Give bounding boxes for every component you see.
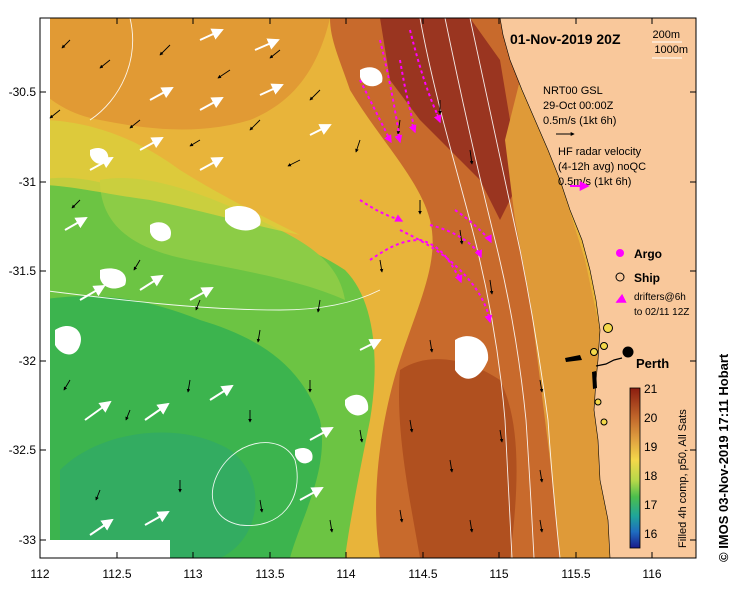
plot-frame	[39, 17, 697, 559]
model-name: NRT00 GSL	[543, 85, 603, 97]
y-tick: -32.5	[9, 443, 37, 457]
colorbar-tick: 21	[644, 382, 658, 396]
x-tick: 114	[336, 567, 355, 581]
map-title: 01-Nov-2019 20Z	[510, 31, 621, 47]
colorbar-tick: 16	[644, 527, 658, 541]
y-tick: -33	[19, 533, 37, 547]
y-axis	[40, 91, 696, 541]
x-tick: 115.5	[561, 567, 590, 581]
land	[499, 18, 696, 558]
x-tick: 114.5	[408, 567, 437, 581]
y-tick: -31	[19, 175, 37, 189]
perth-marker	[622, 346, 634, 358]
drifter-label: drifters@6h	[634, 292, 686, 303]
model-scale: 0.5m/s (1kt 6h)	[543, 115, 616, 127]
x-tick: 116	[642, 567, 661, 581]
radar-scale: 0.5m/s (1kt 6h)	[558, 176, 631, 188]
colorbar: 21 20 19 18 17 16 Filled 4h comp, p50, A…	[629, 382, 689, 549]
credit: © IMOS 03-Nov-2019 17:11 Hobart	[716, 353, 731, 562]
x-tick: 113	[183, 567, 202, 581]
argo-label: Argo	[634, 247, 662, 261]
isobath-200: 200m	[652, 29, 680, 41]
x-tick: 112	[30, 567, 49, 581]
colorbar-tick: 18	[644, 469, 658, 483]
city-label: Perth	[636, 356, 669, 371]
colorbar-tick: 20	[644, 411, 658, 425]
colorbar-tick: 17	[644, 498, 658, 512]
drifter-symbol	[615, 293, 627, 303]
drifter-time: to 02/11 12Z	[634, 307, 689, 318]
y-tick: -32	[19, 354, 37, 368]
hf-radar-arrows	[64, 28, 382, 536]
y-tick-labels: -30.5 -31 -31.5 -32 -32.5 -33	[9, 85, 37, 547]
isobaths	[40, 18, 561, 558]
model-current-arrows	[49, 39, 544, 533]
garden-island	[592, 371, 597, 389]
cloud-gaps	[40, 18, 489, 558]
radar-name: HF radar velocity	[558, 146, 642, 158]
ship-markers	[590, 323, 613, 426]
x-tick: 113.5	[255, 567, 284, 581]
colorbar-gradient	[629, 387, 641, 549]
swan-river	[595, 357, 623, 367]
rottnest-island	[565, 355, 582, 362]
x-tick: 115	[489, 567, 508, 581]
symbol-legend: Argo Ship drifters@6h to 02/11 12Z	[615, 247, 689, 318]
isobath-legend: 200m 1000m	[652, 29, 688, 59]
plot-area	[40, 18, 696, 558]
drifter-heads	[384, 113, 493, 324]
x-axis	[39, 18, 653, 558]
warm-south	[399, 359, 517, 558]
leeuwin-core	[380, 18, 520, 220]
transition-band	[40, 120, 300, 235]
ship-symbol	[615, 272, 625, 282]
ship-label: Ship	[634, 271, 660, 285]
cool-upper	[100, 178, 345, 300]
model-date: 29-Oct 00:00Z	[543, 100, 614, 112]
colorbar-tick: 19	[644, 440, 658, 454]
cool-eddy	[60, 432, 256, 558]
radar-legend: HF radar velocity (4-12h avg) noQC 0.5m/…	[558, 146, 646, 191]
shelf-water	[505, 80, 612, 558]
x-tick-labels: 112 112.5 113 113.5 114 114.5 115 115.5 …	[30, 567, 661, 581]
y-tick: -30.5	[9, 85, 37, 99]
warm-northwest	[40, 18, 330, 130]
argo-symbol	[616, 249, 624, 257]
isobath-1000: 1000m	[654, 44, 688, 56]
x-tick: 112.5	[102, 567, 131, 581]
radar-window: (4-12h avg) noQC	[558, 161, 646, 173]
colorbar-label: Filled 4h comp, p50, All Sats	[677, 409, 689, 548]
model-legend: NRT00 GSL 29-Oct 00:00Z 0.5m/s (1kt 6h)	[543, 85, 616, 136]
y-tick: -31.5	[9, 264, 37, 278]
